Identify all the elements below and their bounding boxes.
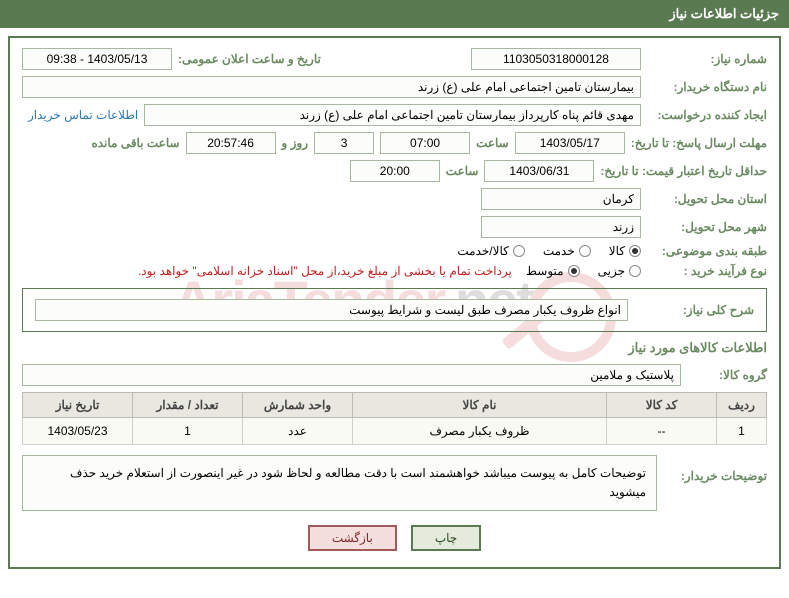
process-radio-minor-label: جزیی <box>598 264 625 278</box>
need-number-value: 1103050318000128 <box>471 48 641 70</box>
subject-radio-service[interactable]: خدمت <box>543 244 591 258</box>
th-code: کد کالا <box>607 393 717 418</box>
general-desc-label: شرح کلی نیاز: <box>634 303 754 317</box>
delivery-city-label: شهر محل تحویل: <box>647 220 767 234</box>
th-unit: واحد شمارش <box>243 393 353 418</box>
cell-needdate: 1403/05/23 <box>23 418 133 445</box>
subject-radio-both[interactable]: کالا/خدمت <box>457 244 524 258</box>
announce-datetime-label: تاریخ و ساعت اعلان عمومی: <box>178 52 321 66</box>
delivery-province-value: کرمان <box>481 188 641 210</box>
hour-label-1: ساعت <box>476 136 509 150</box>
days-and-label: روز و <box>282 136 309 150</box>
days-remaining-value: 3 <box>314 132 374 154</box>
remaining-label: ساعت باقی مانده <box>91 136 179 150</box>
general-desc-value: انواع ظروف یکبار مصرف طبق لیست و شرایط پ… <box>35 299 628 321</box>
buyer-org-label: نام دستگاه خریدار: <box>647 80 767 94</box>
response-deadline-label: مهلت ارسال پاسخ: تا تاریخ: <box>631 136 767 150</box>
purchase-process-label: نوع فرآیند خرید : <box>647 264 767 278</box>
delivery-province-label: استان محل تحویل: <box>647 192 767 206</box>
th-qty: تعداد / مقدار <box>133 393 243 418</box>
process-radio-minor[interactable]: جزیی <box>598 264 641 278</box>
goods-group-label: گروه کالا: <box>687 368 767 382</box>
cell-row: 1 <box>717 418 767 445</box>
back-button[interactable]: بازگشت <box>308 525 397 551</box>
subject-radio-goods[interactable]: کالا <box>609 244 641 258</box>
subject-radio-both-label: کالا/خدمت <box>457 244 508 258</box>
print-button[interactable]: چاپ <box>411 525 481 551</box>
cell-code: -- <box>607 418 717 445</box>
price-valid-date-value: 1403/06/31 <box>484 160 594 182</box>
table-row: 1 -- ظروف یکبار مصرف عدد 1 1403/05/23 <box>23 418 767 445</box>
buyer-contact-link[interactable]: اطلاعات تماس خریدار <box>22 108 138 122</box>
goods-group-value: پلاستیک و ملامین <box>22 364 681 386</box>
request-creator-value: مهدی قائم پناه کارپرداز بیمارستان تامین … <box>144 104 641 126</box>
th-needdate: تاریخ نیاز <box>23 393 133 418</box>
panel-title: جزئیات اطلاعات نیاز <box>0 0 789 28</box>
buyer-notes-label: توضیحات خریدار: <box>667 455 767 483</box>
cell-unit: عدد <box>243 418 353 445</box>
delivery-city-value: زرند <box>481 216 641 238</box>
goods-table: ردیف کد کالا نام کالا واحد شمارش تعداد /… <box>22 392 767 445</box>
th-row: ردیف <box>717 393 767 418</box>
subject-radio-goods-label: کالا <box>609 244 625 258</box>
price-validity-label: حداقل تاریخ اعتبار قیمت: تا تاریخ: <box>600 164 767 178</box>
th-name: نام کالا <box>353 393 607 418</box>
announce-datetime-value: 1403/05/13 - 09:38 <box>22 48 172 70</box>
hour-label-2: ساعت <box>446 164 479 178</box>
subject-radio-service-label: خدمت <box>543 244 575 258</box>
cell-qty: 1 <box>133 418 243 445</box>
countdown-value: 20:57:46 <box>186 132 276 154</box>
subject-radio-group: کالا خدمت کالا/خدمت <box>457 244 641 258</box>
response-hour-value: 07:00 <box>380 132 470 154</box>
buyer-notes-value: توضیحات کامل به پیوست میباشد خواهشمند اس… <box>22 455 657 511</box>
response-date-value: 1403/05/17 <box>515 132 625 154</box>
general-desc-box: شرح کلی نیاز: انواع ظروف یکبار مصرف طبق … <box>22 288 767 332</box>
buyer-org-value: بیمارستان تامین اجتماعی امام علی (ع) زرن… <box>22 76 641 98</box>
cell-name: ظروف یکبار مصرف <box>353 418 607 445</box>
details-panel: AriaTender.net شماره نیاز: 1103050318000… <box>8 36 781 569</box>
price-valid-hour-value: 20:00 <box>350 160 440 182</box>
process-radio-group: جزیی متوسط <box>526 264 641 278</box>
need-number-label: شماره نیاز: <box>647 52 767 66</box>
process-radio-medium-label: متوسط <box>526 264 564 278</box>
payment-note: پرداخت تمام یا بخشی از مبلغ خرید،از محل … <box>138 264 512 278</box>
goods-info-title: اطلاعات کالاهای مورد نیاز <box>22 340 767 356</box>
process-radio-medium[interactable]: متوسط <box>526 264 580 278</box>
subject-class-label: طبقه بندی موضوعی: <box>647 244 767 258</box>
request-creator-label: ایجاد کننده درخواست: <box>647 108 767 122</box>
